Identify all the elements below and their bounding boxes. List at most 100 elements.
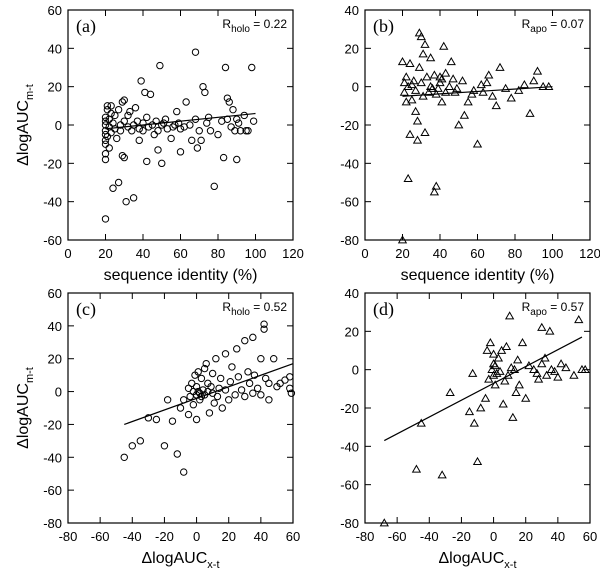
data-point-c (286, 373, 294, 381)
x-tick-label-a: 40 (136, 246, 150, 261)
data-point-d (556, 359, 566, 368)
data-point-c (241, 336, 249, 345)
data-point-b (433, 83, 443, 92)
data-point-c (176, 404, 185, 412)
data-point-c (270, 355, 278, 363)
data-point-b (457, 76, 468, 85)
data-point-a (101, 155, 110, 164)
data-point-d (445, 387, 455, 397)
data-point-a (195, 127, 203, 135)
data-point-c (199, 386, 207, 394)
data-point-d (513, 355, 523, 364)
regression-line-d (384, 336, 583, 442)
data-point-d (541, 370, 552, 379)
data-point-d (480, 393, 491, 402)
data-point-d (468, 368, 478, 377)
data-point-a (101, 113, 110, 122)
data-point-c (128, 442, 136, 450)
data-point-c (160, 442, 169, 450)
data-point-d (501, 341, 512, 351)
data-point-c (216, 374, 225, 383)
data-point-a (161, 115, 170, 123)
x-tick-label-d: 40 (551, 529, 565, 544)
r-value-label-a: Rholo = 0.22 (222, 17, 287, 35)
x-axis-label-d: ΔlogAUCx-t (438, 550, 516, 571)
data-point-b (448, 74, 458, 83)
data-point-b (437, 74, 447, 83)
data-point-d (569, 370, 579, 379)
data-point-c (260, 325, 268, 333)
data-point-c (163, 396, 172, 404)
data-point-d (533, 374, 544, 383)
x-tick-label-c: 40 (254, 529, 268, 544)
data-point-b (487, 91, 498, 100)
x-tick-label-a: 60 (173, 246, 187, 261)
data-point-d (508, 412, 518, 421)
data-point-c (189, 401, 198, 409)
data-point-c (234, 373, 243, 381)
data-point-d (500, 376, 510, 385)
data-point-a (176, 148, 185, 156)
data-point-c (241, 392, 249, 401)
data-point-b (414, 62, 425, 71)
data-point-c (208, 369, 217, 378)
data-point-a (204, 113, 213, 122)
data-point-b (444, 81, 455, 91)
y-tick-label-d: -40 (340, 439, 359, 454)
data-point-a (167, 134, 175, 143)
data-point-a (248, 63, 256, 72)
x-axis-label-c: ΔlogAUCx-t (141, 550, 219, 571)
data-point-c (225, 396, 233, 404)
data-point-c (244, 368, 252, 376)
data-point-a (143, 157, 151, 166)
data-point-d (549, 366, 560, 375)
data-point-d (469, 418, 479, 427)
data-point-a (176, 125, 185, 133)
data-point-a (191, 48, 200, 56)
data-point-c (194, 368, 202, 376)
plot-frame-a (67, 9, 294, 241)
y-tick-label-c: 60 (48, 286, 62, 301)
data-point-d (490, 380, 500, 389)
data-point-b (397, 56, 408, 66)
data-point-d (490, 361, 500, 370)
x-tick-label-a: 80 (211, 246, 225, 261)
data-point-b (506, 93, 516, 102)
data-point-a (152, 117, 160, 125)
data-point-b (491, 101, 501, 110)
data-point-b (410, 106, 421, 115)
data-point-b (405, 58, 415, 68)
data-point-b (500, 83, 511, 92)
y-tick-label-d: -20 (340, 401, 359, 416)
data-point-b (532, 66, 543, 75)
data-point-d (574, 315, 584, 324)
data-point-c (207, 382, 215, 391)
data-point-c (205, 409, 214, 417)
data-point-a (135, 125, 143, 133)
x-tick-label-d: -20 (452, 529, 471, 544)
y-tick-label-c: -80 (43, 516, 62, 531)
data-point-b (399, 87, 410, 96)
data-point-b (425, 81, 436, 91)
data-point-a (114, 105, 123, 114)
data-point-d (537, 322, 547, 331)
data-point-b (484, 70, 494, 79)
data-point-b (429, 70, 440, 79)
panel-label-b: (b) (373, 16, 394, 37)
data-point-b (403, 173, 413, 183)
data-point-d (580, 364, 590, 374)
y-tick-label-c: -60 (43, 483, 62, 498)
data-point-c (120, 453, 128, 461)
data-point-b (463, 97, 473, 106)
y-tick-label-c: 40 (48, 319, 62, 334)
data-point-c (257, 391, 265, 399)
y-tick-label-c: -40 (43, 450, 62, 465)
data-point-d (472, 456, 483, 466)
data-point-b (454, 120, 464, 129)
data-point-c (202, 359, 210, 368)
data-point-b (437, 97, 447, 106)
y-tick-label-d: 40 (345, 286, 359, 301)
data-point-a (107, 128, 115, 137)
data-point-a (148, 121, 157, 129)
x-tick-label-b: 20 (395, 246, 409, 261)
